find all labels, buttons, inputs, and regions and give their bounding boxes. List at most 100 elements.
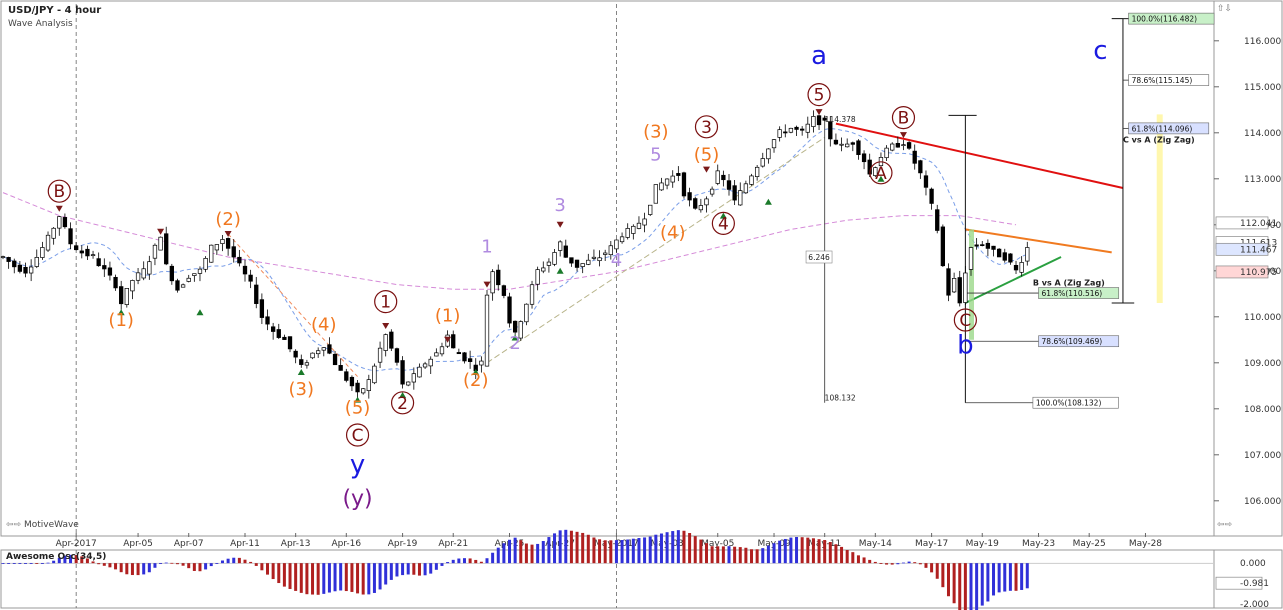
candle-body[interactable]	[968, 247, 974, 270]
candle-body[interactable]	[231, 246, 236, 258]
candle-body[interactable]	[743, 183, 749, 194]
candle-body[interactable]	[439, 346, 445, 355]
candle-body[interactable]	[929, 188, 934, 204]
candle-body[interactable]	[355, 382, 360, 393]
candle-body[interactable]	[597, 257, 602, 262]
candle-body[interactable]	[760, 158, 765, 167]
candle-body[interactable]	[670, 175, 675, 183]
candle-body[interactable]	[738, 190, 743, 206]
candle-body[interactable]	[614, 239, 619, 250]
candle-body[interactable]	[102, 265, 107, 270]
candle-body[interactable]	[664, 178, 670, 186]
candle-body[interactable]	[242, 265, 248, 275]
candle-body[interactable]	[828, 121, 833, 140]
candle-body[interactable]	[884, 147, 889, 159]
candle-body[interactable]	[254, 284, 259, 304]
candle-body[interactable]	[901, 144, 906, 147]
candle-body[interactable]	[434, 352, 439, 357]
candle-body[interactable]	[631, 225, 636, 234]
candle-body[interactable]	[642, 218, 647, 226]
candle-body[interactable]	[749, 175, 754, 185]
candle-body[interactable]	[152, 244, 158, 259]
candle-body[interactable]	[169, 265, 174, 282]
candle-body[interactable]	[327, 344, 332, 354]
candle-body[interactable]	[141, 268, 146, 279]
candle-body[interactable]	[406, 381, 411, 386]
candle-body[interactable]	[490, 271, 495, 294]
candle-body[interactable]	[411, 373, 416, 383]
candle-body[interactable]	[96, 258, 101, 267]
candle-body[interactable]	[580, 263, 585, 267]
candle-body[interactable]	[541, 267, 546, 272]
candle-body[interactable]	[732, 185, 737, 201]
candle-body[interactable]	[377, 347, 383, 363]
candle-body[interactable]	[726, 180, 732, 190]
candle-body[interactable]	[209, 244, 214, 263]
candle-body[interactable]	[344, 371, 349, 381]
candle-body[interactable]	[974, 244, 979, 247]
candle-body[interactable]	[873, 167, 878, 176]
candle-body[interactable]	[1025, 247, 1030, 262]
candle-body[interactable]	[574, 259, 580, 268]
candle-body[interactable]	[771, 139, 777, 149]
candle-body[interactable]	[68, 228, 73, 245]
candle-body[interactable]	[783, 131, 788, 134]
candle-body[interactable]	[591, 256, 597, 259]
candle-body[interactable]	[12, 260, 17, 268]
candle-body[interactable]	[816, 115, 822, 126]
candle-body[interactable]	[186, 277, 191, 282]
candle-body[interactable]	[890, 143, 895, 151]
candle-body[interactable]	[501, 285, 507, 296]
candle-body[interactable]	[687, 192, 692, 201]
nav-arrows-icon[interactable]: ⇦⇨	[6, 520, 24, 530]
candle-body[interactable]	[265, 316, 270, 325]
candle-body[interactable]	[496, 269, 501, 286]
candle-body[interactable]	[451, 334, 456, 349]
candle-body[interactable]	[175, 280, 180, 291]
candle-body[interactable]	[158, 236, 163, 251]
candle-body[interactable]	[164, 233, 169, 265]
candle-body[interactable]	[366, 379, 371, 391]
candle-body[interactable]	[270, 326, 276, 332]
candle-body[interactable]	[304, 362, 310, 366]
candle-body[interactable]	[361, 388, 366, 394]
candle-body[interactable]	[220, 239, 225, 244]
candle-body[interactable]	[293, 350, 298, 358]
candle-body[interactable]	[754, 166, 760, 177]
candle-body[interactable]	[715, 170, 720, 184]
candle-body[interactable]	[400, 360, 405, 385]
candle-body[interactable]	[625, 228, 630, 238]
candle-body[interactable]	[124, 288, 129, 305]
candle-body[interactable]	[833, 139, 839, 145]
candle-body[interactable]	[79, 250, 84, 254]
candle-body[interactable]	[951, 278, 957, 293]
candle-body[interactable]	[698, 205, 704, 211]
candle-body[interactable]	[299, 359, 304, 365]
candle-body[interactable]	[788, 127, 794, 133]
candle-body[interactable]	[839, 143, 844, 146]
candle-body[interactable]	[636, 222, 642, 229]
axis-arrows-icon[interactable]: ⇧⇩	[1217, 4, 1233, 14]
candle-body[interactable]	[507, 296, 512, 324]
candle-body[interactable]	[389, 331, 394, 349]
candle-body[interactable]	[619, 236, 625, 243]
candle-body[interactable]	[512, 320, 518, 333]
candle-body[interactable]	[980, 244, 985, 247]
candle-body[interactable]	[74, 245, 79, 251]
candle-body[interactable]	[40, 247, 45, 258]
candle-body[interactable]	[316, 350, 321, 355]
candle-body[interactable]	[85, 248, 90, 257]
candle-body[interactable]	[130, 280, 135, 292]
candle-body[interactable]	[659, 182, 664, 191]
candle-body[interactable]	[287, 336, 293, 350]
candle-body[interactable]	[34, 257, 39, 267]
candle-body[interactable]	[214, 244, 220, 251]
candle-body[interactable]	[225, 238, 231, 249]
candle-body[interactable]	[23, 266, 28, 274]
candle-body[interactable]	[794, 126, 799, 130]
candle-body[interactable]	[912, 150, 917, 164]
candle-body[interactable]	[62, 217, 68, 228]
candle-body[interactable]	[237, 256, 242, 264]
candle-body[interactable]	[57, 216, 62, 229]
